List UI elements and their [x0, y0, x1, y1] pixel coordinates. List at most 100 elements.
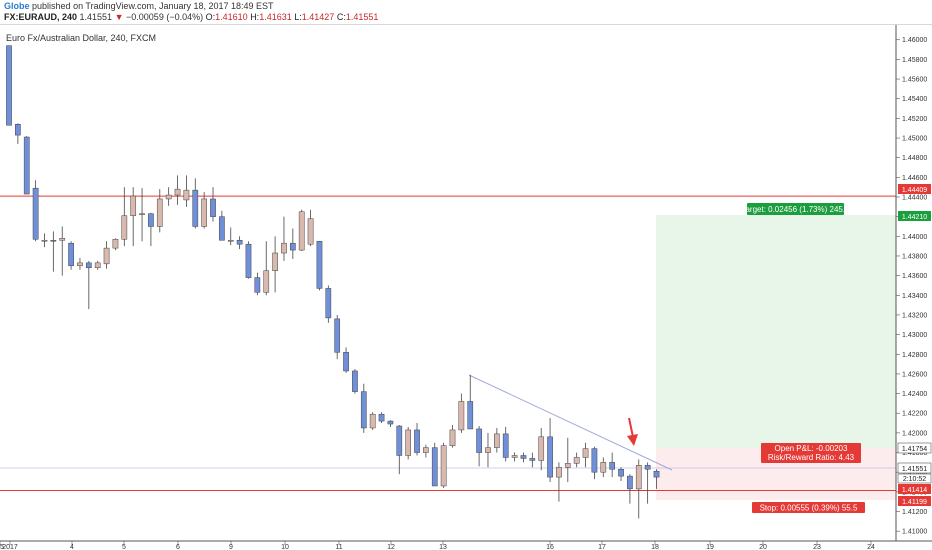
candle-body: [405, 429, 411, 456]
stop-label: Stop: 0.00555 (0.39%) 55.5: [760, 504, 858, 513]
candle-body: [316, 240, 323, 289]
candle-body: [272, 252, 278, 271]
candle-body: [139, 213, 145, 215]
x-tick-label: 25: [0, 544, 4, 550]
x-tick-label: 13: [439, 544, 447, 550]
candle-body: [494, 433, 500, 448]
y-tick-label: 1.42400: [902, 391, 927, 398]
candle-body: [201, 198, 207, 227]
candle-body: [156, 198, 163, 227]
candle-body: [618, 469, 624, 477]
down-arrow-annotation: [627, 417, 638, 446]
candle-body: [15, 124, 21, 136]
candle-body: [325, 288, 332, 319]
y-tick-label: 1.44000: [902, 234, 927, 241]
change-value: −0.00059 (−0.04%): [126, 12, 204, 22]
candle-body: [485, 447, 491, 453]
x-tick-label: 20: [759, 544, 767, 550]
candle-body: [627, 475, 633, 490]
quote-line: FX:EURAUD, 240 1.41551 ▼ −0.00059 (−0.04…: [4, 12, 378, 22]
y-tick-label: 1.45200: [902, 116, 927, 123]
candle-body: [192, 189, 199, 227]
tag-stop: 1.41199: [898, 496, 931, 506]
y-tick-label: 1.41800: [902, 450, 927, 457]
target-zone[interactable]: [656, 215, 896, 448]
candle-body: [414, 429, 420, 453]
candle-body: [378, 413, 385, 422]
y-tick-label: 1.45600: [902, 77, 927, 84]
tag-last-text: 1.41551: [902, 466, 927, 473]
y-tick-label: 1.41200: [902, 509, 927, 516]
candle-body: [68, 242, 74, 267]
candle-body: [59, 238, 66, 241]
y-tick-label: 1.45000: [902, 136, 927, 143]
tag-h2-text: 1.41414: [902, 487, 927, 494]
tag-h1-text: 1.44409: [902, 187, 927, 194]
candle-body: [547, 436, 553, 478]
candle-body: [343, 352, 349, 372]
target-label: Target: 0.02456 (1.73%) 245.6: [741, 205, 850, 214]
tag-target: 1.44210: [898, 211, 931, 221]
publish-line: Globe published on TradingView.com, Janu…: [4, 1, 274, 11]
y-tick-label: 1.43200: [902, 312, 927, 319]
x-tick-label: 4: [70, 544, 74, 550]
low-value: 1.41427: [301, 12, 335, 22]
candle-body: [85, 262, 92, 269]
x-tick-label: 16: [546, 544, 554, 550]
tag-stop-text: 1.41199: [902, 499, 927, 506]
candle-body: [236, 239, 243, 245]
candle-body: [538, 436, 545, 461]
high-label: H:: [250, 12, 260, 22]
author-link[interactable]: Globe: [4, 1, 30, 11]
tag-h1: 1.44409: [898, 184, 931, 194]
candle-body: [476, 428, 482, 453]
close-value: 1.41551: [345, 12, 379, 22]
y-tick-label: 1.42000: [902, 430, 927, 437]
x-tick-label: 17: [598, 544, 606, 550]
candle-body: [556, 467, 562, 478]
candle-body: [94, 262, 101, 269]
y-tick-label: 1.42800: [902, 352, 927, 359]
candle-body: [183, 189, 190, 201]
candle-body: [50, 239, 57, 242]
trend-line[interactable]: [468, 374, 673, 471]
candle-body: [644, 465, 651, 470]
candle-body: [431, 447, 438, 487]
chart-legend: Euro Fx/Australian Dollar, 240, FXCM: [6, 33, 157, 43]
candle-body: [281, 242, 287, 254]
candle-body: [219, 216, 225, 241]
y-tick-label: 1.44600: [902, 175, 927, 182]
candle-body: [32, 187, 39, 240]
x-tick-label: 23: [813, 544, 821, 550]
tag-countdown: 2:10:52: [897, 473, 932, 484]
time-axis[interactable]: 2017 4 5 6 9 10 11 12 13 16 17 18 19 20 23 24 25: [0, 541, 875, 550]
candle-body: [467, 401, 474, 430]
price-axis[interactable]: 1.46000 1.45800 1.45600 1.45400 1.45200 1.450…: [896, 37, 927, 536]
candle-body: [573, 457, 580, 464]
high-value: 1.41631: [259, 12, 292, 22]
candle-body: [387, 420, 394, 425]
candle-body: [564, 463, 571, 468]
candle-body: [112, 239, 119, 249]
last-price: 1.41551: [79, 12, 113, 22]
down-arrow-icon: ▼: [114, 12, 124, 22]
tag-entry: 1.41754: [897, 442, 932, 454]
candle-body: [148, 213, 154, 227]
position-zones: [656, 215, 896, 500]
candle-body: [458, 401, 465, 431]
y-tick-label: 1.41000: [902, 529, 927, 536]
candle-body: [600, 462, 607, 473]
candle-body: [369, 413, 376, 429]
y-tick-label: 1.43800: [902, 253, 927, 260]
candle-body: [396, 425, 403, 456]
y-tick-label: 1.42600: [902, 371, 927, 378]
rr-label: Risk/Reward Ratio: 4.43: [768, 453, 855, 462]
candle-body: [360, 391, 367, 429]
x-tick-label: 12: [387, 544, 395, 550]
candle-body: [511, 455, 518, 458]
close-label: C:: [336, 12, 346, 22]
x-tick-label: 18: [651, 544, 659, 550]
target-badge-bg: [747, 203, 844, 215]
candle-body: [254, 277, 261, 293]
